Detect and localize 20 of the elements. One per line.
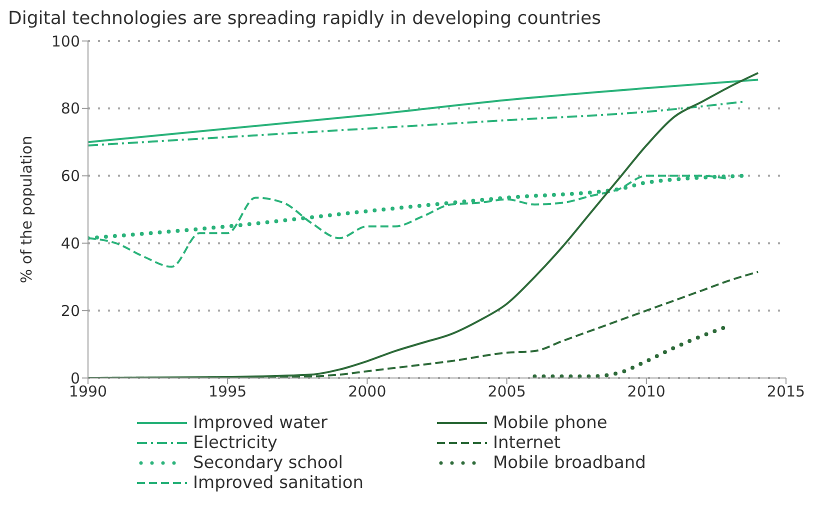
legend-label: Internet [493, 433, 561, 453]
legend-label: Electricity [193, 433, 278, 453]
x-tick-label: 2015 [766, 382, 806, 401]
y-tick-label: 80 [60, 100, 80, 118]
y-tick-label: 20 [60, 302, 80, 320]
chart-title: Digital technologies are spreading rapidly in developing countries [8, 8, 602, 29]
legend-label: Improved sanitation [193, 473, 364, 493]
x-tick-label: 1995 [208, 382, 247, 401]
x-tick-label: 2005 [488, 382, 526, 401]
x-tick-label: 1990 [68, 382, 108, 401]
legend-label: Secondary school [193, 453, 343, 473]
y-tick-label: 100 [51, 32, 80, 50]
x-tick-label: 2010 [627, 382, 666, 401]
y-tick-label: 60 [60, 167, 80, 186]
legend-label: Mobile broadband [493, 453, 646, 473]
y-axis-title: % of the population [17, 136, 36, 284]
y-tick-label: 40 [60, 234, 80, 253]
legend-label: Improved water [193, 413, 328, 433]
x-tick-label: 2000 [348, 382, 386, 401]
legend-label: Mobile phone [493, 413, 608, 433]
